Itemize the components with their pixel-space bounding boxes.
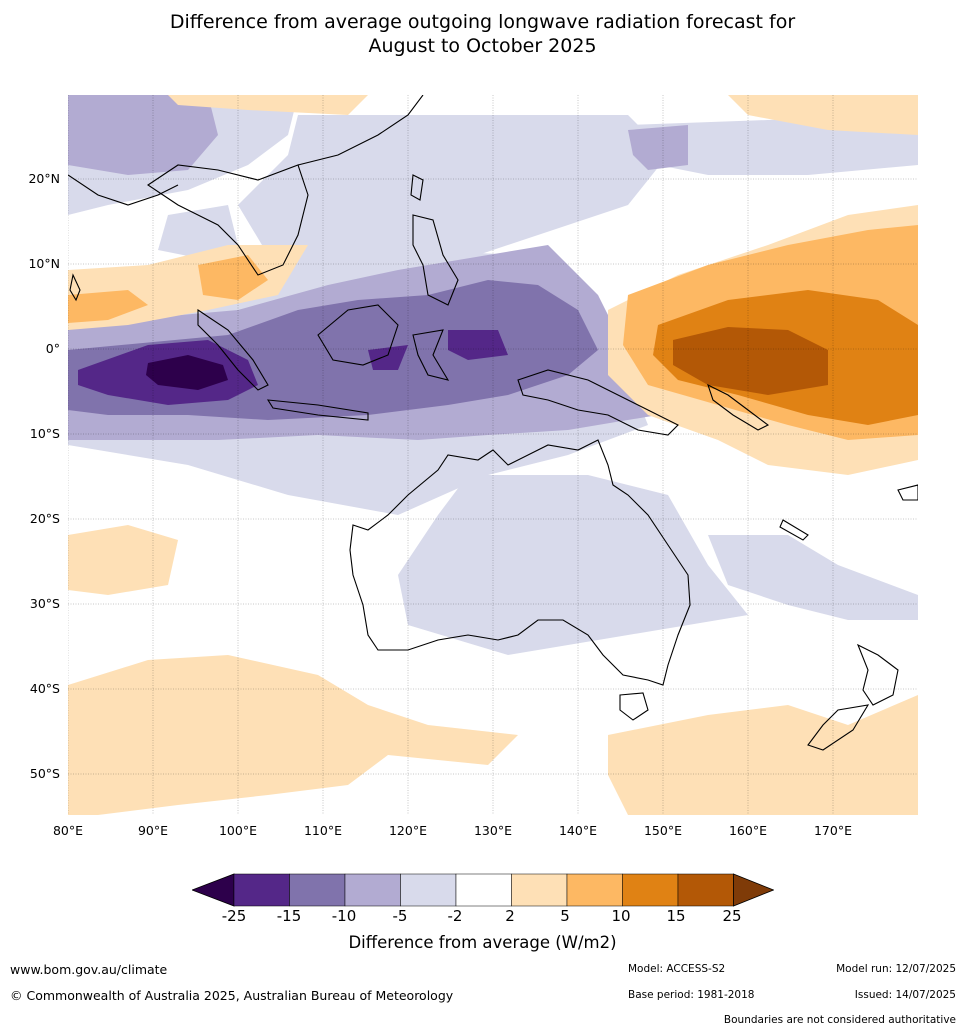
lat-label-20n: 20°N <box>28 171 60 186</box>
lat-label-0: 0° <box>45 341 60 356</box>
lon-label-160e: 160°E <box>728 823 767 838</box>
sri-lanka-coastline <box>69 273 81 302</box>
footer-copyright: © Commonwealth of Australia 2025, Austra… <box>10 988 454 1003</box>
colorbar-tick: -2 <box>447 907 463 925</box>
colorbar-tick: 25 <box>722 907 742 925</box>
anomaly-fill-brown <box>673 327 828 395</box>
india-coastline <box>68 174 179 206</box>
footer-issued: Issued: 14/07/2025 <box>854 989 956 1001</box>
colorbar-tick: 15 <box>666 907 686 925</box>
colorbar-segment <box>677 873 734 907</box>
lon-label-90e: 90°E <box>137 823 169 838</box>
new-zealand-south <box>807 704 870 751</box>
java-coastline <box>266 399 369 421</box>
lat-label-40s: 40°S <box>29 681 60 696</box>
olr-anomaly-map <box>68 95 918 815</box>
lon-label-100e: 100°E <box>218 823 257 838</box>
title-line-1: Difference from average outgoing longwav… <box>169 11 796 33</box>
new-caledonia <box>779 519 809 541</box>
colorbar-segment <box>455 873 512 907</box>
colorbar-tick: 10 <box>611 907 631 925</box>
lon-label-120e: 120°E <box>388 823 427 838</box>
lon-label-150e: 150°E <box>643 823 682 838</box>
lat-label-10n: 10°N <box>28 256 60 271</box>
lon-label-140e: 140°E <box>558 823 597 838</box>
footer-model-run: Model run: 12/07/2025 <box>836 963 956 975</box>
sumatra-coastline <box>197 308 269 391</box>
indochina-coastline <box>147 164 309 276</box>
colorbar-segment <box>289 873 346 907</box>
footer-disclaimer: Boundaries are not considered authoritat… <box>723 1014 956 1026</box>
footer-model: Model: ACCESS-S2 <box>628 963 726 975</box>
new-zealand-north <box>856 643 899 706</box>
chart-title: Difference from average outgoing longwav… <box>0 10 965 58</box>
colorbar-segment <box>511 873 568 907</box>
colorbar-tick: 5 <box>560 907 570 925</box>
china-coastline <box>297 95 424 166</box>
lat-label-10s: 10°S <box>29 426 60 441</box>
title-line-2: August to October 2025 <box>368 35 597 57</box>
tasmania-coastline <box>619 692 649 721</box>
footer-url: www.bom.gov.au/climate <box>10 962 168 977</box>
sulawesi-coastline <box>412 329 450 381</box>
colorbar-tick: 2 <box>505 907 515 925</box>
lon-label-110e: 110°E <box>303 823 342 838</box>
lon-label-130e: 130°E <box>473 823 512 838</box>
colorbar-tick: -15 <box>276 907 302 925</box>
philippines-coastline <box>412 214 459 306</box>
colorbar-segment <box>566 873 623 907</box>
coastlines <box>68 95 918 751</box>
footer-base-period: Base period: 1981-2018 <box>628 989 755 1001</box>
taiwan <box>410 174 424 201</box>
colorbar-arrow-high <box>733 873 775 907</box>
colorbar-segment <box>233 873 290 907</box>
colorbar-tick: -10 <box>331 907 357 925</box>
colorbar-tick: -5 <box>392 907 408 925</box>
lon-label-80e: 80°E <box>52 823 84 838</box>
colorbar-segment <box>622 873 679 907</box>
anomaly-fill-darkest-purple <box>146 355 228 390</box>
lat-label-20s: 20°S <box>29 511 60 526</box>
colorbar-tick: -25 <box>221 907 247 925</box>
colorbar-segment <box>344 873 401 907</box>
map-svg <box>68 95 918 815</box>
fiji <box>897 484 918 501</box>
borneo-coastline <box>317 304 399 366</box>
graticule <box>68 95 918 815</box>
solomon-islands <box>707 383 770 431</box>
colorbar-title: Difference from average (W/m2) <box>348 933 617 952</box>
australia-coastline <box>349 439 691 686</box>
colorbar-svg <box>190 873 775 907</box>
lat-label-30s: 30°S <box>29 596 60 611</box>
lat-label-50s: 50°S <box>29 766 60 781</box>
lon-label-170e: 170°E <box>813 823 852 838</box>
colorbar-segment <box>400 873 457 907</box>
new-guinea-coastline <box>517 369 679 436</box>
colorbar-arrow-low <box>190 873 235 907</box>
colorbar <box>190 873 775 907</box>
